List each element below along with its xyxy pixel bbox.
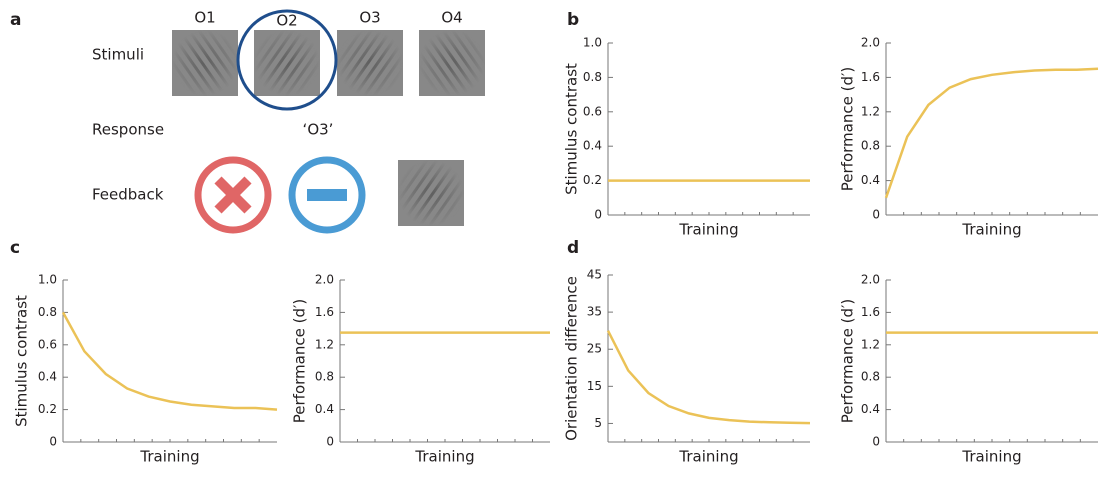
panel-label: d: [567, 238, 579, 258]
x-axis-label: Training: [678, 448, 738, 466]
y-tick-label: 0.2: [38, 402, 57, 416]
y-tick-label: 0.8: [861, 139, 880, 153]
y-axis-label: Stimulus contrast: [13, 295, 31, 427]
y-tick-label: 0: [872, 208, 880, 222]
line: [608, 331, 810, 423]
y-tick-label: 1.6: [861, 70, 880, 84]
gabor: [254, 30, 320, 96]
gabor: [398, 160, 464, 226]
chart: 5 15 25 35 45 Orientation difference Training: [563, 268, 811, 466]
panel-label: a: [10, 10, 21, 30]
wrong-icon: [198, 160, 268, 230]
y-tick-label: 0.4: [861, 402, 880, 416]
gabor: [337, 30, 403, 96]
panel-label: c: [10, 238, 20, 258]
neutral-icon: [292, 160, 362, 230]
y-axis-label: Performance (d′): [839, 299, 857, 423]
y-tick-label: 25: [587, 342, 602, 356]
chart: 0 0.4 0.8 1.2 1.6 2.0 Performance (d′) Training: [839, 273, 1099, 466]
line: [886, 69, 1098, 198]
y-tick-label: 1.0: [583, 36, 602, 50]
y-axis-label: Orientation difference: [563, 276, 581, 441]
y-tick-label: 0: [49, 435, 57, 449]
row-label: Response: [92, 121, 164, 139]
y-tick-label: 0.4: [38, 370, 57, 384]
y-tick-label: 0: [594, 208, 602, 222]
y-tick-label: 0.6: [38, 337, 57, 351]
x-axis-label: Training: [961, 448, 1021, 466]
y-tick-label: 0.8: [315, 370, 334, 384]
panel-label: b: [567, 10, 579, 30]
stimulus-label: O1: [194, 9, 215, 27]
x-axis-label: Training: [414, 448, 474, 466]
chart: 0 0.4 0.8 1.2 1.6 2.0 Performance (d′) Training: [291, 273, 551, 466]
y-tick-label: 2.0: [315, 273, 334, 287]
x-axis-label: Training: [678, 221, 738, 239]
gabor: [419, 30, 485, 96]
y-tick-label: 15: [587, 379, 602, 393]
y-axis-label: Performance (d′): [291, 299, 309, 423]
y-tick-label: 2.0: [861, 273, 880, 287]
row-label: Stimuli: [92, 46, 144, 64]
y-axis-label: Performance (d′): [839, 67, 857, 191]
y-tick-label: 0.8: [861, 370, 880, 384]
y-tick-label: 0.8: [38, 305, 57, 319]
stimulus-label: O3: [359, 9, 380, 27]
y-tick-label: 1.6: [861, 305, 880, 319]
y-tick-label: 1.2: [861, 104, 880, 118]
y-tick-label: 0.6: [583, 104, 602, 118]
y-axis-label: Stimulus contrast: [563, 63, 581, 195]
y-tick-label: 1.0: [38, 273, 57, 287]
chart: 0 0.4 0.8 1.2 1.6 2.0 Performance (d′) Training: [839, 36, 1099, 239]
y-tick-label: 0.4: [315, 402, 334, 416]
chart: 0 0.2 0.4 0.6 0.8 1.0 Stimulus contrast Trainin…: [13, 273, 278, 466]
y-tick-label: 0: [326, 435, 334, 449]
y-tick-label: 1.2: [861, 337, 880, 351]
panel-a: Stimuli Response Feedback O1 O2 O3 O4 ‘O…: [92, 9, 485, 231]
y-tick-label: 0.8: [583, 70, 602, 84]
y-tick-label: 0.2: [583, 173, 602, 187]
stimulus-label: O4: [441, 9, 462, 27]
y-tick-label: 5: [594, 416, 602, 430]
stimulus-label: O2: [276, 12, 297, 30]
y-tick-label: 45: [587, 268, 602, 282]
y-tick-label: 0.4: [583, 139, 602, 153]
x-axis-label: Training: [961, 221, 1021, 239]
y-tick-label: 1.2: [315, 337, 334, 351]
y-tick-label: 35: [587, 305, 602, 319]
y-tick-label: 2.0: [861, 36, 880, 50]
y-tick-label: 0.4: [861, 173, 880, 187]
figure: a b c d Stimuli Response Feedback O1 O2 …: [0, 0, 1106, 476]
y-tick-label: 0: [872, 435, 880, 449]
line: [63, 312, 277, 409]
x-axis-label: Training: [139, 448, 199, 466]
row-label: Feedback: [92, 186, 164, 204]
gabor: [172, 30, 238, 96]
response-text: ‘O3’: [303, 121, 334, 139]
y-tick-label: 1.6: [315, 305, 334, 319]
